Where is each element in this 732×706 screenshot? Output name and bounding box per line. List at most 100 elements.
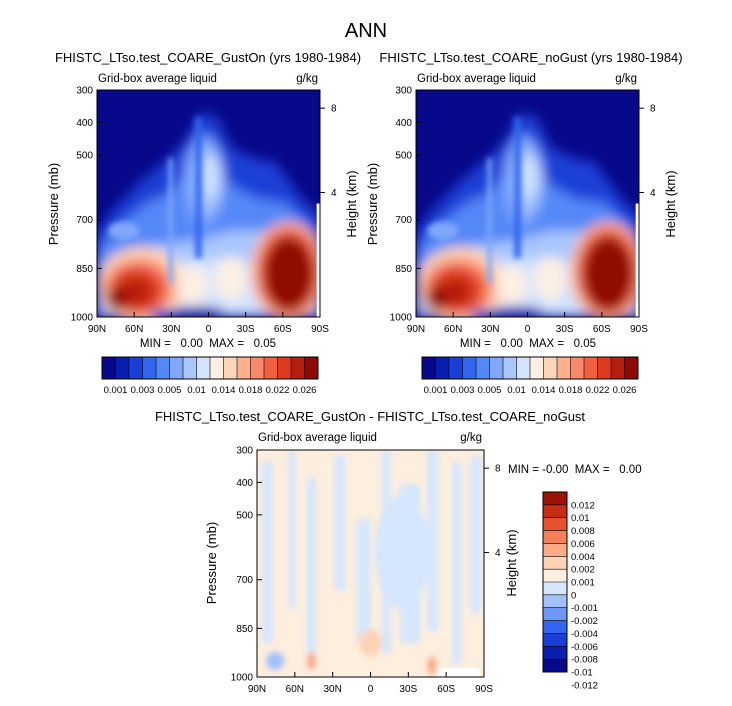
colorbar-label: 0.01 xyxy=(507,385,526,396)
field-contour xyxy=(306,652,317,671)
stats-text: MIN = 0.00 MAX = 0.05 xyxy=(460,338,596,350)
field-detail xyxy=(427,117,521,283)
field-detail xyxy=(108,117,202,283)
colorbar-swatch xyxy=(543,646,567,660)
colorbar-swatch xyxy=(223,357,238,379)
colorbar-swatch xyxy=(264,357,278,379)
y-tick-label: 300 xyxy=(236,446,253,457)
y-axis: 300 400 500 700 850 1000 xyxy=(231,446,262,684)
y-axis-label: Pressure (mb) xyxy=(46,163,61,245)
x-tick-label: 30S xyxy=(556,324,574,335)
field-contour xyxy=(150,310,178,317)
colorbar-label: 0.005 xyxy=(478,385,502,396)
colorbar-swatch xyxy=(543,492,567,506)
x-tick-label: 30N xyxy=(481,324,499,335)
field-layer xyxy=(261,450,482,675)
field-contour xyxy=(170,306,225,317)
colorbar-swatch xyxy=(462,357,477,379)
field-contour xyxy=(487,158,492,283)
panel-title: FHISTC_LTso.test_COARE_GustOn - FHISTC_L… xyxy=(155,409,585,424)
y-tick-label: 850 xyxy=(76,264,93,275)
panel-subtitle-right: g/kg xyxy=(296,73,318,85)
x-axis: 90N 60N 30N 0 30S 60S 90S xyxy=(407,312,648,335)
stats-text: MIN = 0.00 MAX = 0.05 xyxy=(140,338,276,350)
stats-text: MIN = -0.00 MAX = 0.00 xyxy=(508,464,642,476)
colorbar-swatch xyxy=(503,357,517,379)
colorbar-swatch xyxy=(543,556,567,570)
colorbar-label: 0.001 xyxy=(104,385,128,396)
plot-field xyxy=(97,90,320,317)
field-contour xyxy=(452,461,462,666)
colorbar-label: 0.001 xyxy=(424,385,448,396)
colorbar-swatch xyxy=(543,543,567,557)
colorbar-label: 0.022 xyxy=(266,385,290,396)
panel-subtitle-right: g/kg xyxy=(460,432,482,444)
x-tick-label: 90N xyxy=(248,684,266,695)
x-tick-label: 90N xyxy=(88,324,106,335)
y-tick-label: 1000 xyxy=(71,313,94,324)
field-contour xyxy=(108,221,140,240)
panel-subtitle-right: g/kg xyxy=(615,73,637,85)
colorbar-swatch xyxy=(543,633,567,647)
field-contour xyxy=(469,310,497,317)
x-tick-label: 0 xyxy=(525,324,531,335)
field-contour xyxy=(375,495,430,609)
colorbar-swatch xyxy=(597,357,612,379)
colorbar-label: -0.008 xyxy=(571,655,598,666)
y-right-tick-label: 8 xyxy=(650,104,656,115)
field-contour xyxy=(306,477,317,671)
colorbar-swatch xyxy=(543,504,567,519)
y-tick-label: 500 xyxy=(76,150,93,161)
colorbar-label: 0.01 xyxy=(571,513,590,524)
field-contour xyxy=(202,155,219,197)
colorbar-swatch xyxy=(543,357,558,379)
y-axis-right: 84 xyxy=(320,104,337,199)
x-tick-label: 90S xyxy=(630,324,648,335)
x-tick-label: 30N xyxy=(162,324,180,335)
y-axis: 300 400 500 700 850 1000 xyxy=(71,86,102,324)
colorbar-label: -0.006 xyxy=(571,642,598,653)
colorbar-swatch xyxy=(543,659,567,673)
x-tick-label: 0 xyxy=(206,324,212,335)
colorbar-swatch xyxy=(543,517,567,531)
x-tick-label: 60N xyxy=(125,324,143,335)
y-tick-label: 700 xyxy=(76,215,93,226)
colorbar-swatch xyxy=(115,357,130,379)
colorbar-label: 0.006 xyxy=(571,539,595,550)
panel-gust-on: FHISTC_LTso.test_COARE_GustOn (yrs 1980-… xyxy=(46,50,361,396)
y-right-tick-label: 4 xyxy=(331,188,337,199)
missing-data xyxy=(438,667,480,677)
colorbar-label: -0.002 xyxy=(571,616,598,627)
field-contour xyxy=(195,117,202,258)
panel-title: FHISTC_LTso.test_COARE_GustOn (yrs 1980-… xyxy=(55,50,361,65)
y-tick-label: 700 xyxy=(236,575,253,586)
colorbar-swatch xyxy=(543,607,567,621)
x-tick-label: 0 xyxy=(368,684,374,695)
colorbar-swatch xyxy=(543,594,567,609)
colorbar-swatch xyxy=(449,357,463,379)
field-contour xyxy=(105,287,129,311)
panel-subtitle-left: Grid-box average liquid xyxy=(258,432,377,444)
colorbar-label: 0.001 xyxy=(571,578,595,589)
colorbar-label: 0.026 xyxy=(613,385,637,396)
field-contour xyxy=(489,306,544,317)
colorbar-swatch xyxy=(476,357,490,379)
x-tick-label: 30S xyxy=(237,324,255,335)
panel-subtitle-left: Grid-box average liquid xyxy=(98,73,217,85)
x-tick-label: 60S xyxy=(274,324,292,335)
missing-data xyxy=(316,203,320,317)
x-tick-label: 30N xyxy=(323,684,341,695)
field-contour xyxy=(496,264,528,306)
field-contour xyxy=(168,158,173,283)
colorbar-label: 0.012 xyxy=(571,500,595,511)
figure-title: ANN xyxy=(345,20,387,42)
field-contour xyxy=(177,264,209,306)
y-right-tick-label: 4 xyxy=(495,548,501,559)
colorbar-swatch xyxy=(624,357,639,379)
y-right-tick-label: 8 xyxy=(495,464,501,475)
y-tick-label: 400 xyxy=(395,118,412,129)
colorbar-swatch xyxy=(156,357,170,379)
colorbar-swatch xyxy=(304,357,319,379)
field-contour xyxy=(534,255,566,302)
